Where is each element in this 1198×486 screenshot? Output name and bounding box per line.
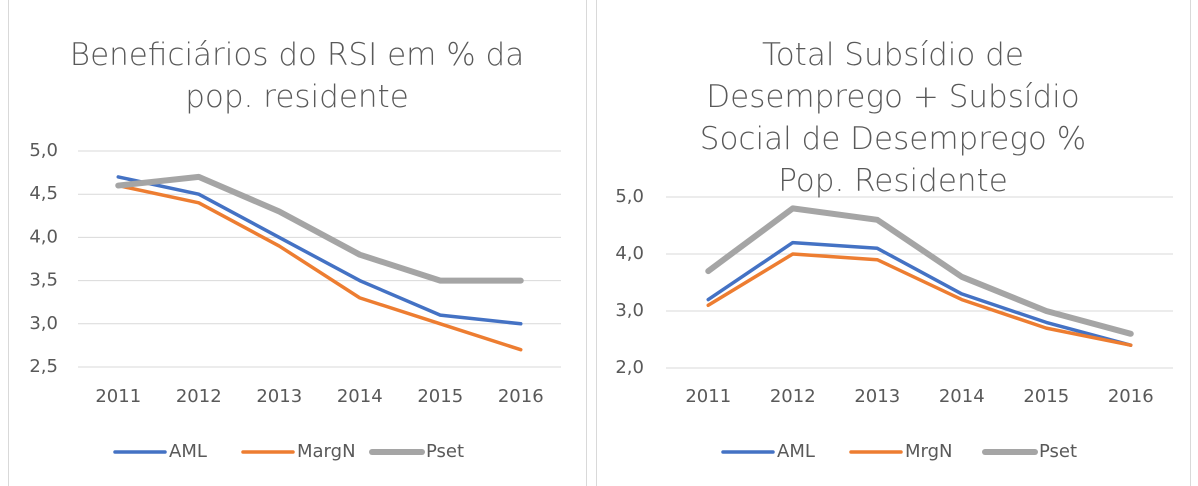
x-tick-label: 2013 [854,386,900,407]
y-tick-label: 4,0 [615,243,644,264]
series-line [116,183,523,352]
x-tick-label: 2016 [498,386,544,407]
series-line [116,175,523,326]
x-tick-label: 2011 [685,386,731,407]
legend-label: AML [169,441,207,462]
panel-border [596,0,1191,486]
chart-title: Beneficiários do RSI em % da pop. reside… [69,37,525,115]
panel-border [8,0,587,486]
legend-label: Pset [1039,441,1077,462]
series-line [706,240,1133,347]
y-tick-label: 5,0 [615,186,644,207]
x-tick-label: 2014 [337,386,383,407]
legend-label: MrgN [905,441,953,462]
y-tick-label: 4,0 [29,226,58,247]
x-tick-label: 2011 [95,386,141,407]
y-tick-label: 2,5 [29,356,58,377]
y-tick-label: 5,0 [29,140,58,161]
y-tick-label: 4,5 [29,183,58,204]
legend-label: Pset [426,441,464,462]
x-tick-label: 2014 [939,386,985,407]
chart-title: Total Subsídio de Desemprego + Subsídio … [699,37,1087,199]
y-tick-label: 3,0 [615,300,644,321]
series-line [705,205,1134,337]
x-tick-label: 2013 [256,386,302,407]
x-tick-label: 2012 [770,386,816,407]
x-tick-label: 2016 [1108,386,1154,407]
legend-label: MargN [297,441,356,462]
x-tick-label: 2012 [176,386,222,407]
x-tick-label: 2015 [417,386,463,407]
legend-label: AML [777,441,815,462]
series-line [115,173,524,284]
y-tick-label: 3,5 [29,270,58,291]
x-tick-label: 2015 [1023,386,1069,407]
y-tick-label: 2,0 [615,357,644,378]
series-line [706,252,1133,347]
y-tick-label: 3,0 [29,313,58,334]
